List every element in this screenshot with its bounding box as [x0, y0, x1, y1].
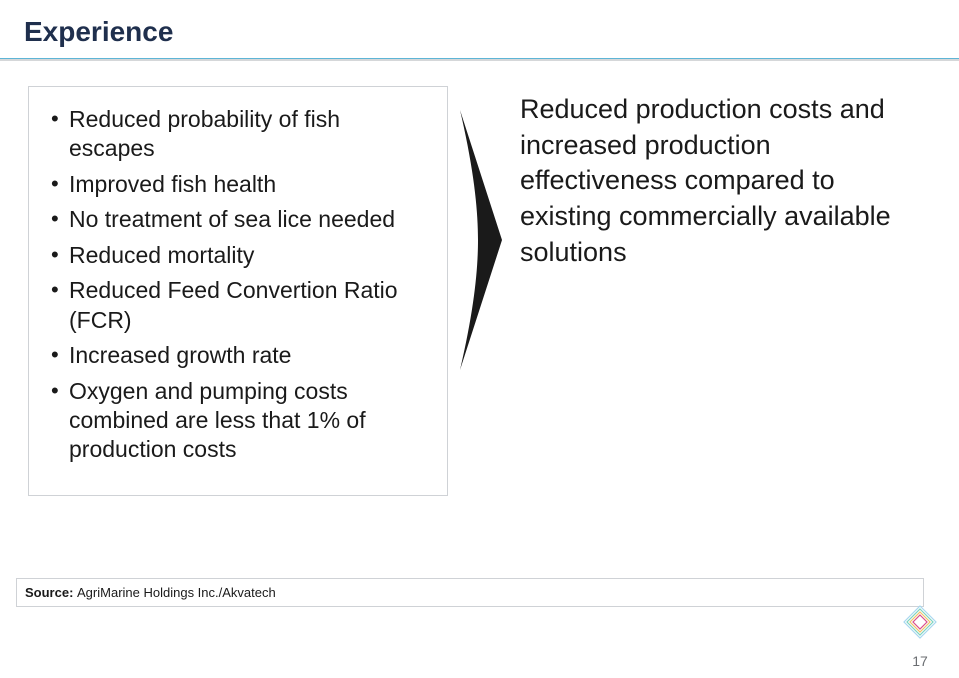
title-rule: [0, 58, 959, 61]
page-number-badge: 17: [903, 605, 937, 639]
source-box: Source: AgriMarine Holdings Inc./Akvatec…: [16, 578, 924, 607]
slide-page: Experience Reduced probability of fish e…: [0, 0, 959, 653]
list-item: No treatment of sea lice needed: [47, 205, 429, 234]
list-item: Improved fish health: [47, 170, 429, 199]
arrow-icon: [456, 110, 502, 370]
list-item: Reduced Feed Convertion Ratio (FCR): [47, 276, 429, 335]
badge-icon: [903, 605, 937, 639]
page-title: Experience: [24, 16, 173, 48]
list-item: Reduced mortality: [47, 241, 429, 270]
list-item: Increased growth rate: [47, 341, 429, 370]
list-item: Oxygen and pumping costs combined are le…: [47, 377, 429, 465]
left-benefits-box: Reduced probability of fish escapes Impr…: [28, 86, 448, 496]
benefits-list: Reduced probability of fish escapes Impr…: [47, 105, 429, 465]
list-item: Reduced probability of fish escapes: [47, 105, 429, 164]
summary-text: Reduced production costs and increased p…: [520, 92, 930, 270]
source-value: AgriMarine Holdings Inc./Akvatech: [77, 585, 276, 600]
arrow-path: [460, 110, 502, 370]
page-number: 17: [903, 644, 937, 678]
source-label: Source:: [25, 585, 77, 600]
